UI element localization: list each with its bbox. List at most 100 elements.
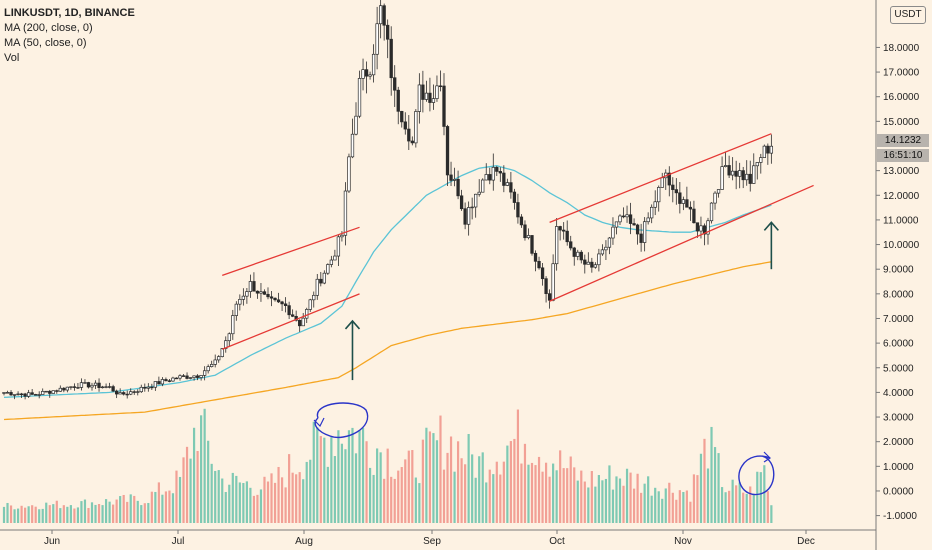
volume-bar <box>544 462 548 523</box>
candle-body <box>688 206 693 210</box>
volume-bar <box>2 506 6 523</box>
candle-body <box>231 315 235 335</box>
candle-body <box>150 386 154 389</box>
candle-body <box>516 202 520 218</box>
y-tick-label: 10.0000 <box>883 240 920 251</box>
candle-body <box>414 111 418 144</box>
y-tick-label: 0.0000 <box>883 486 914 497</box>
volume-bar <box>31 505 34 523</box>
legend-symbol[interactable]: LINKUSDT, 1D, BINANCE <box>4 7 135 19</box>
y-tick-label: 6.0000 <box>883 339 914 350</box>
volume-bar <box>756 471 759 523</box>
volume-bar <box>478 456 481 523</box>
volume-bar <box>622 485 625 523</box>
candle-body <box>576 251 580 257</box>
candle-body <box>452 178 457 181</box>
candle-body <box>431 98 436 103</box>
candle-body <box>343 190 348 236</box>
volume-bar <box>238 482 241 523</box>
volume-bar <box>126 501 129 523</box>
volume-bar <box>745 493 748 523</box>
legend-ma200[interactable]: MA (200, close, 0) <box>4 22 93 34</box>
volume-bar <box>83 499 87 523</box>
volume-bar <box>390 476 393 523</box>
currency-badge[interactable]: USDT <box>890 6 926 24</box>
candle-body <box>748 173 752 184</box>
volume-bar <box>73 508 76 523</box>
volume-bar <box>256 494 259 523</box>
candle-body <box>171 377 175 382</box>
volume-bar <box>168 490 171 523</box>
candle-body <box>210 364 214 367</box>
volume-bar <box>273 482 277 523</box>
volume-bar <box>337 430 340 523</box>
candle-body <box>730 170 735 176</box>
volume-bar <box>647 476 650 523</box>
volume-bar <box>615 476 618 523</box>
candle-body <box>653 201 657 208</box>
volume-bar <box>675 499 678 523</box>
volume-bar <box>87 507 90 523</box>
candle-body <box>459 195 464 210</box>
y-tick-label: 16.0000 <box>883 92 920 103</box>
candle-body <box>396 89 400 112</box>
candle-body <box>635 224 640 235</box>
volume-bar <box>671 492 674 523</box>
candle-body <box>336 236 341 257</box>
channel-2-lower <box>549 184 814 302</box>
candle-body <box>234 303 238 316</box>
volume-bar <box>583 481 586 523</box>
volume-bar <box>749 486 752 523</box>
candle-body <box>167 380 172 382</box>
legend-ma50[interactable]: MA (50, close, 0) <box>4 37 87 49</box>
volume-bar <box>119 496 122 523</box>
volume-bar <box>147 502 150 523</box>
volume-bar <box>601 480 604 523</box>
candle-body <box>139 386 143 393</box>
candle-body <box>146 386 150 389</box>
volume-bar <box>587 487 590 523</box>
candle-body <box>456 178 460 197</box>
volume-bar <box>368 467 372 523</box>
volume-circle-2 <box>738 455 775 496</box>
candle-body <box>762 145 766 158</box>
volume-bar <box>97 504 101 523</box>
volume-bar <box>720 487 724 523</box>
candle-body <box>752 165 756 184</box>
volume-bar <box>312 421 315 523</box>
volume-bar <box>52 504 55 523</box>
candle-body <box>107 386 112 388</box>
x-tick-label: Dec <box>797 536 815 547</box>
candle-body <box>111 386 115 392</box>
candle-body <box>424 92 429 100</box>
volume-bar <box>488 469 491 523</box>
volume-bar <box>559 450 562 523</box>
candle-body <box>699 225 703 232</box>
candle-body <box>428 92 432 103</box>
candle-body <box>523 224 527 239</box>
volume-bar <box>280 477 284 523</box>
volume-circle-1 <box>314 402 369 438</box>
volume-bar <box>580 470 583 523</box>
volume-bar <box>263 476 266 523</box>
legend-vol[interactable]: Vol <box>4 52 20 64</box>
volume-bar <box>182 457 185 523</box>
candle-body <box>449 174 453 181</box>
candle-body <box>738 170 742 177</box>
candle-body <box>526 235 531 239</box>
volume-bar <box>298 472 301 523</box>
candle-body <box>217 356 221 361</box>
candle-body <box>597 253 601 266</box>
volume-bar <box>108 501 111 523</box>
candle-body <box>252 281 256 292</box>
candle-body <box>44 390 48 393</box>
candle-body <box>477 191 481 195</box>
candle-body <box>86 382 91 388</box>
candle-body <box>716 189 721 194</box>
candle-body <box>315 278 319 296</box>
volume-bar <box>636 473 639 523</box>
candle-body <box>650 206 654 219</box>
volume-bar <box>249 487 252 523</box>
